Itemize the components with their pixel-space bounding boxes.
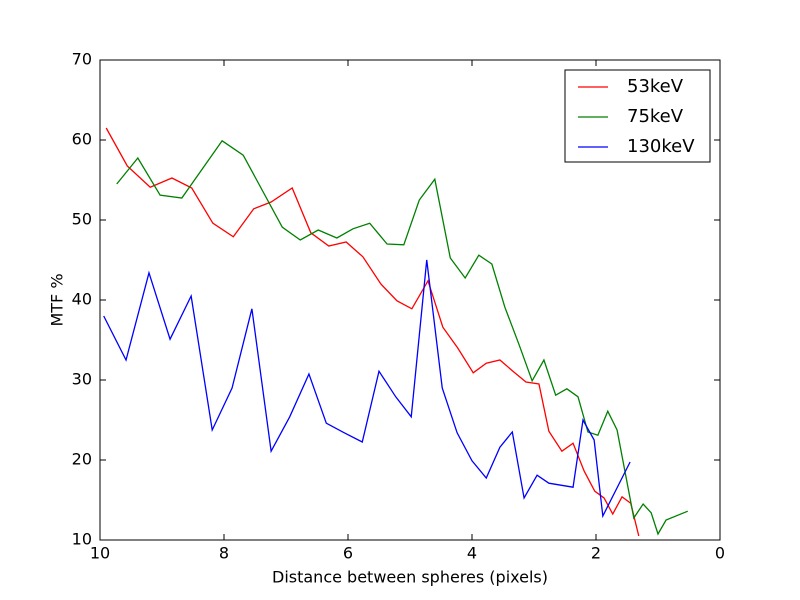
x-tick-label: 8: [219, 544, 229, 563]
legend-label: 75keV: [627, 106, 684, 127]
legend-label: 130keV: [627, 136, 695, 157]
x-tick-label: 10: [90, 544, 110, 563]
data-line: [105, 127, 640, 537]
plot-frame: [99, 59, 721, 541]
y-tick-label: 40: [72, 290, 92, 309]
legend-label: 53keV: [627, 76, 684, 97]
data-line: [103, 259, 631, 519]
y-tick-label: 70: [72, 50, 92, 69]
x-axis-label: Distance between spheres (pixels): [272, 568, 548, 587]
y-tick-label: 30: [72, 370, 92, 389]
y-tick-label: 60: [72, 130, 92, 149]
x-tick-label: 4: [467, 544, 477, 563]
x-tick-label: 0: [715, 544, 725, 563]
y-axis-label: MTF %: [48, 273, 67, 326]
x-tick-label: 2: [591, 544, 601, 563]
y-tick-label: 50: [72, 210, 92, 229]
y-tick-label: 10: [72, 530, 92, 549]
x-tick-label: 6: [343, 544, 353, 563]
y-tick-label: 20: [72, 450, 92, 469]
data-line: [116, 139, 689, 536]
